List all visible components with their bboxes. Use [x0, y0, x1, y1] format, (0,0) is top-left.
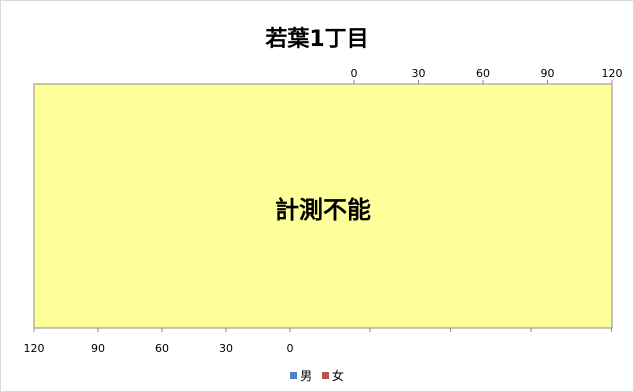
legend-swatch-female — [321, 372, 329, 379]
top-axis: 0 30 60 90 120 — [351, 67, 623, 84]
bottom-axis-tick-label: 60 — [155, 342, 169, 355]
top-axis-tick-label: 90 — [541, 67, 555, 80]
top-axis-tick-label: 0 — [351, 67, 358, 80]
legend-entry-female: 女 — [321, 367, 344, 384]
top-axis-tick-label: 30 — [412, 67, 426, 80]
bottom-axis-tick-label: 0 — [287, 342, 294, 355]
legend: 男 女 — [0, 367, 634, 384]
bottom-axis-tick-label: 120 — [24, 342, 45, 355]
bottom-axis-tick-label: 30 — [219, 342, 233, 355]
bottom-axis-tick-label: 90 — [91, 342, 105, 355]
bottom-axis: 120 90 60 30 0 — [24, 328, 612, 355]
top-axis-tick-label: 60 — [476, 67, 490, 80]
chart-title: 若葉1丁目 — [265, 26, 368, 52]
legend-swatch-male — [290, 372, 298, 379]
legend-entry-male: 男 — [290, 367, 312, 384]
no-data-message: 計測不能 — [275, 196, 371, 224]
top-axis-tick-label: 120 — [602, 67, 623, 80]
plot-area — [33, 83, 613, 329]
legend-label-female: 女 — [331, 369, 344, 383]
legend-label-male: 男 — [300, 369, 313, 383]
